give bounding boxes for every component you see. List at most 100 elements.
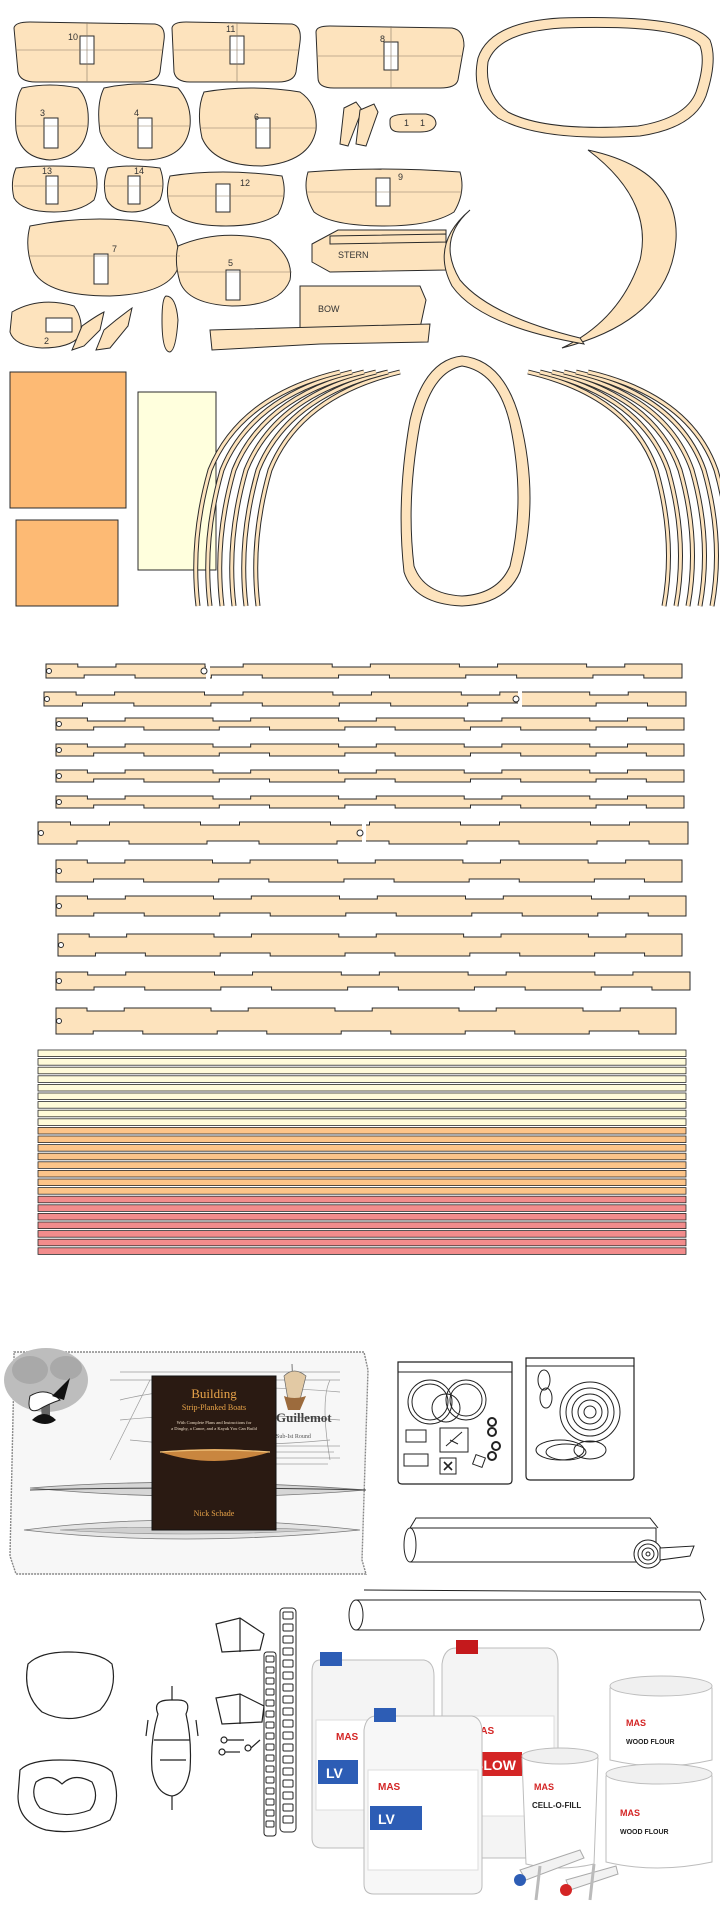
book-subtitle-line1: With Complete Plans and Instructions for <box>177 1420 252 1425</box>
stringer-end-notch <box>56 1018 62 1024</box>
bow-label: BOW <box>318 304 340 314</box>
pad-eye-slot <box>265 1787 275 1795</box>
form-label: 13 <box>42 166 52 176</box>
cedar-strip <box>37 1092 687 1100</box>
dry-bag-icon <box>151 1699 192 1797</box>
cedar-strip <box>37 1187 687 1195</box>
form-label: 2 <box>44 336 49 346</box>
bracket-right <box>95 306 133 351</box>
stringer <box>55 743 685 757</box>
form-label: 9 <box>398 172 403 182</box>
form-label: 10 <box>68 32 78 42</box>
cedar-strip <box>37 1213 687 1221</box>
guillemot-logo-icon <box>4 1348 88 1424</box>
fiberglass-sheet <box>137 391 217 571</box>
parts-sheet <box>9 16 714 607</box>
cockpit-coaming-hole <box>410 365 519 597</box>
pad-eye-slot <box>282 1731 294 1740</box>
bracket-left <box>71 311 105 351</box>
pad-eye-slot <box>282 1683 294 1692</box>
form-label: 3 <box>40 108 45 118</box>
hardware-bag-1 <box>397 1361 513 1485</box>
stringer <box>45 663 683 679</box>
cedar-strip <box>37 1109 687 1118</box>
pad-eye-slot <box>265 1732 275 1740</box>
pad-eye-slot <box>282 1671 294 1680</box>
cedar-strip <box>37 1075 687 1083</box>
cedar-strip <box>37 1195 687 1204</box>
tub3-label: WOOD FLOUR <box>620 1829 669 1836</box>
cedar-strip <box>37 1084 687 1092</box>
pad-eye-slot <box>265 1798 275 1806</box>
frame-left-fill <box>206 370 353 607</box>
form-guide-lines <box>14 22 462 273</box>
cedar-strip <box>37 1178 687 1186</box>
stringer-end-notch <box>44 696 50 702</box>
jug-front-label: LV <box>378 1811 396 1827</box>
book-title-line2: Strip-Planked Boats <box>182 1403 246 1412</box>
book-subtitle-line2: a Dinghy, a Canoe, and a Kayak You Can B… <box>171 1426 257 1432</box>
cedar-strip <box>37 1247 687 1255</box>
cedar-strip <box>37 1221 687 1229</box>
frame-right-fill <box>527 370 670 607</box>
stringer-end-notch <box>56 721 62 727</box>
frame-left-fill <box>242 370 389 607</box>
pad-eye-slot <box>265 1776 275 1784</box>
pad-eye-slot <box>265 1688 275 1696</box>
pad-eye-slot <box>282 1695 294 1704</box>
cedar-strip <box>37 1118 687 1126</box>
stringer-end-notch <box>56 773 62 779</box>
stringer <box>57 933 683 957</box>
cell-o-fill-tub: MAS CELL-O-FILL <box>521 1747 599 1869</box>
spacer-label: 1 <box>420 118 425 128</box>
keel-strip <box>209 323 431 351</box>
pad-eye-slot <box>282 1755 294 1764</box>
frame-left-fill <box>230 370 377 607</box>
stringer-sheet <box>37 663 691 1035</box>
stringer <box>55 895 687 917</box>
stringer-end-notch <box>56 903 62 909</box>
pad-eye-slot <box>265 1754 275 1762</box>
pad-eye-slot <box>282 1791 294 1800</box>
wood-flour-tub-top: MAS WOOD FLOUR <box>609 1675 713 1767</box>
pad-eye-slot <box>265 1765 275 1773</box>
form-label: 7 <box>112 244 117 254</box>
pad-eye-slot <box>282 1707 294 1716</box>
outfitting <box>17 1617 265 1833</box>
spacer-label: 1 <box>404 118 409 128</box>
cheek-piece-2 <box>355 103 379 147</box>
pad-eye-slot <box>265 1710 275 1718</box>
cedar-strip <box>37 1135 687 1143</box>
cedar-strip <box>37 1101 687 1109</box>
coaming-crescent <box>561 149 677 349</box>
stern-label: STERN <box>338 250 369 260</box>
cedar-strip <box>37 1144 687 1152</box>
pad-eye-slot <box>282 1647 294 1656</box>
frame-left <box>253 369 401 607</box>
stringer-joint-knob <box>512 695 520 703</box>
jug-front-brand: MAS <box>378 1782 401 1793</box>
pad-eye-slot <box>282 1743 294 1752</box>
cedar-strip <box>37 1230 687 1238</box>
jug-small-label: LV <box>326 1765 344 1781</box>
poster-subtitle: Sub-Ist Round <box>276 1434 311 1440</box>
pad-eye-slot <box>282 1767 294 1776</box>
stringer-joint-knob <box>200 667 208 675</box>
poster-kayak-icon <box>283 1363 307 1411</box>
pad-eye-slot <box>282 1815 294 1824</box>
book-title-line1: Building <box>191 1386 237 1401</box>
bow-piece <box>299 285 427 331</box>
jug-small-brand: MAS <box>336 1732 359 1743</box>
stringer-end-notch <box>58 942 64 948</box>
cedar-strip <box>37 1066 687 1075</box>
stringer <box>55 717 685 731</box>
foam-block-small <box>15 519 119 607</box>
pad-eye-strip <box>263 1607 297 1837</box>
frame-right-fill <box>587 370 720 493</box>
stringer-end-notch <box>56 747 62 753</box>
cheek-piece-1 <box>339 101 363 147</box>
form-label: 12 <box>240 178 250 188</box>
epoxy-jug-front: MAS LV <box>363 1708 483 1895</box>
